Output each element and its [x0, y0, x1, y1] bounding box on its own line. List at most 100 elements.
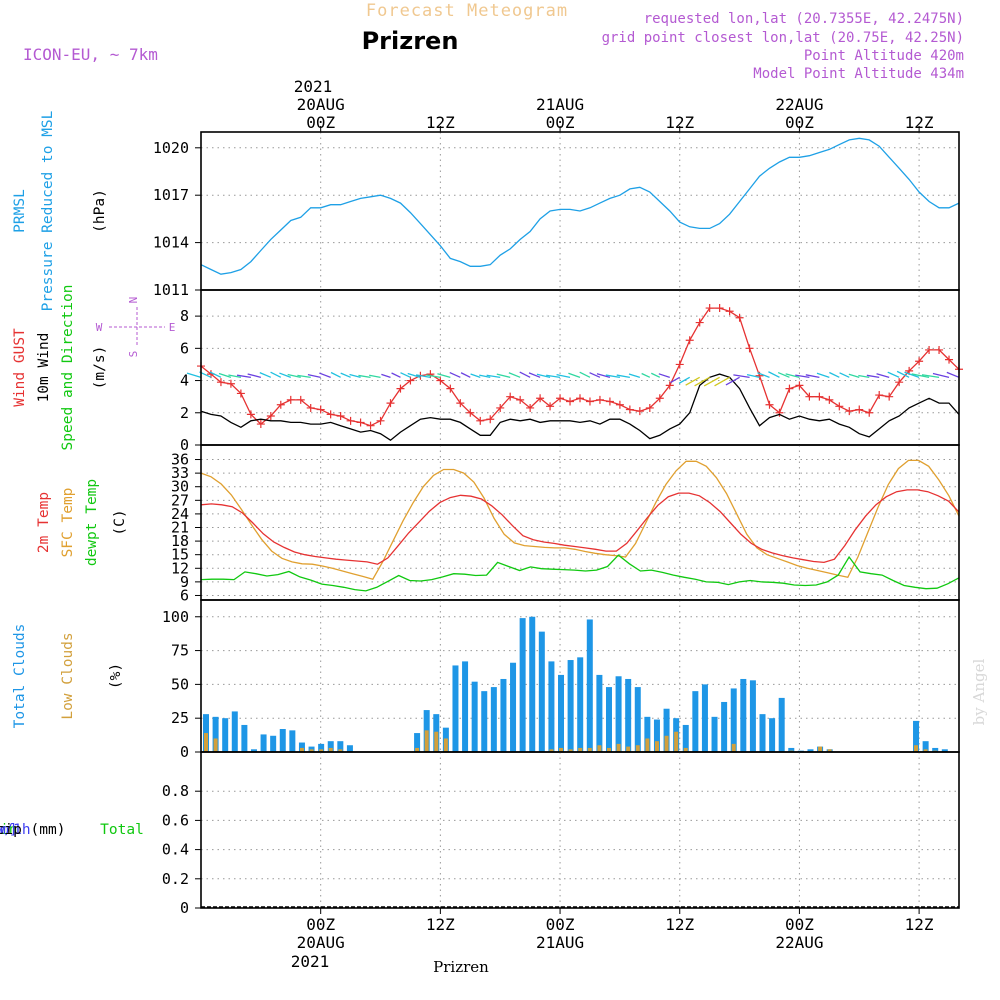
wind-arrow: [307, 373, 321, 378]
axis-label: Total: [100, 822, 144, 838]
y-tick-label: 1011: [153, 281, 189, 299]
gust-marker: [326, 410, 335, 419]
gust-marker: [645, 403, 654, 412]
y-tick-label: 12: [171, 559, 189, 577]
wind-arrow: [508, 372, 521, 378]
low-cloud-bar: [328, 747, 333, 752]
panel-frame: [200, 751, 960, 909]
series-line: [200, 137, 960, 275]
axis-label: PRMSL: [12, 189, 28, 233]
low-cloud-bar: [415, 747, 420, 752]
compass-cross: [109, 307, 165, 347]
y-tick-label: 100: [162, 608, 189, 626]
total-cloud-bar: [500, 678, 507, 752]
total-cloud-bar: [260, 734, 267, 752]
total-cloud-bar: [558, 674, 565, 752]
total-cloud-bar: [519, 618, 526, 752]
wind-arrow: [228, 374, 242, 378]
total-cloud-bar: [807, 749, 814, 752]
gust-marker: [765, 400, 774, 409]
wind-arrow: [247, 373, 262, 378]
axis-label: Speed and Direction: [60, 285, 76, 451]
gust-marker: [476, 416, 485, 425]
wind-arrow: [651, 372, 661, 378]
wind-arrow: [777, 371, 790, 378]
low-cloud-bar: [674, 731, 679, 752]
low-cloud-bar: [338, 749, 343, 752]
wind-arrow: [259, 372, 272, 378]
info-line-3: Point Altitude 420m: [804, 48, 964, 64]
compass-n: N: [127, 297, 140, 304]
wind-arrow: [678, 376, 691, 384]
low-cloud-bar: [626, 746, 631, 752]
wind-arrow: [437, 373, 451, 378]
y-tick-label: 0: [180, 743, 189, 761]
gust-marker: [675, 360, 684, 369]
gust-marker: [585, 397, 594, 406]
total-cloud-bar: [212, 716, 219, 752]
wind-arrow: [658, 373, 670, 378]
y-tick-label: 36: [171, 451, 189, 469]
gust-marker: [516, 395, 525, 404]
gust-marker: [566, 397, 575, 406]
low-cloud-bar: [654, 741, 659, 752]
total-cloud-bar: [653, 719, 660, 752]
bottom-year-label: 2021: [291, 952, 330, 971]
wind-arrow: [768, 371, 780, 378]
wind-arrow: [546, 374, 561, 378]
y-tick-label: 33: [171, 464, 189, 482]
total-cloud-bar: [586, 619, 593, 752]
wind-arrow: [921, 374, 940, 378]
total-cloud-bar: [471, 681, 478, 752]
low-cloud-bar: [559, 747, 564, 752]
wind-arrow: [186, 372, 202, 378]
wind-arrow: [946, 371, 960, 378]
axis-label: SFC Temp: [60, 488, 76, 558]
info-line-1: requested lon,lat (20.7355E, 42.2475N): [644, 11, 964, 27]
total-cloud-bar: [692, 691, 699, 752]
gust-marker: [805, 392, 814, 401]
y-tick-label: 50: [171, 675, 189, 693]
low-cloud-bar: [731, 743, 736, 752]
top-hour-label: 00Z: [546, 113, 575, 132]
axis-label: (hPa): [92, 189, 108, 233]
gust-marker: [466, 408, 475, 417]
y-tick-label: 24: [171, 505, 189, 523]
wind-arrow: [349, 373, 361, 378]
wind-arrow: [896, 370, 910, 378]
y-tick-label: 30: [171, 478, 189, 496]
wind-arrow: [479, 374, 491, 378]
bottom-hour-label: 00Z: [546, 915, 575, 934]
wind-arrow: [932, 372, 950, 378]
total-cloud-bar: [270, 735, 277, 752]
low-cloud-bar: [635, 745, 640, 752]
total-cloud-bar: [481, 691, 488, 752]
y-tick-label: 27: [171, 491, 189, 509]
low-cloud-bar: [434, 731, 439, 752]
y-tick-label: 9: [180, 573, 189, 591]
top-day-label: 22AUG: [775, 95, 823, 114]
low-cloud-bar: [923, 749, 928, 752]
y-tick-label: 0: [180, 899, 189, 917]
wind-arrow: [866, 374, 880, 378]
model-label: ICON-EU, ~ 7km: [23, 45, 158, 64]
wind-arrow: [536, 373, 551, 378]
series-line: [200, 554, 960, 592]
info-line-2: grid point closest lon,lat (20.75E, 42.2…: [602, 30, 964, 46]
total-cloud-bar: [452, 665, 459, 752]
wind-arrow: [579, 371, 591, 378]
y-tick-label: 18: [171, 532, 189, 550]
wind-arrow: [340, 372, 351, 378]
wind-arrow: [358, 374, 371, 378]
total-cloud-bar: [548, 661, 555, 752]
total-cloud-bar: [231, 711, 238, 752]
gust-marker: [356, 418, 365, 427]
total-cloud-bar: [740, 678, 747, 752]
gust-marker: [456, 399, 465, 408]
total-cloud-bar: [941, 749, 948, 752]
gust-marker: [775, 408, 784, 417]
total-cloud-bar: [922, 741, 929, 752]
y-tick-label: 0.4: [162, 841, 189, 859]
total-cloud-bar: [250, 749, 257, 752]
low-cloud-bar: [549, 749, 554, 752]
